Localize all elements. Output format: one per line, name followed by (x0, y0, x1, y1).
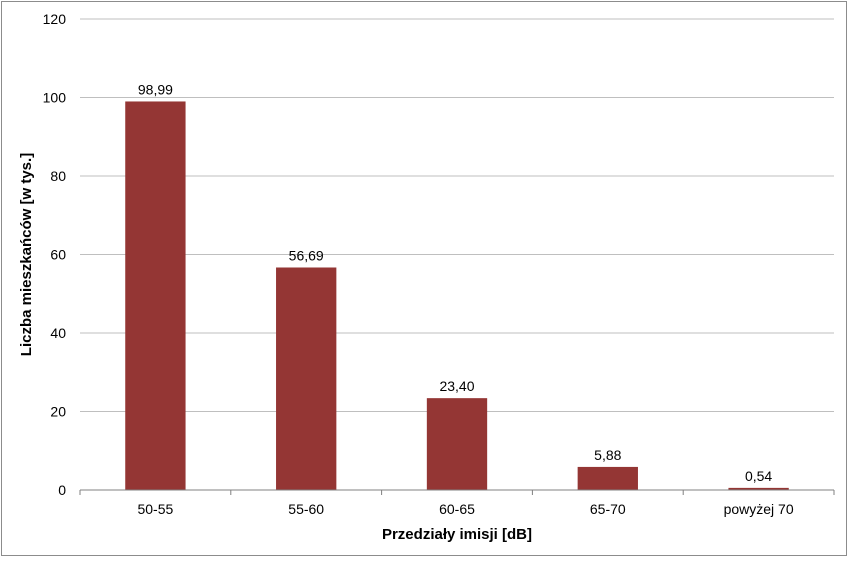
data-label: 0,54 (745, 468, 772, 484)
y-tick-label: 80 (50, 168, 66, 184)
x-tick-label: powyżej 70 (724, 501, 794, 517)
bar (276, 267, 337, 490)
y-tick-label: 20 (50, 404, 66, 420)
y-tick-labels: 0 20 40 60 80 100 120 (43, 11, 67, 498)
y-tick-label: 0 (58, 482, 66, 498)
data-label: 5,88 (594, 447, 621, 463)
x-tick-label: 60-65 (439, 501, 475, 517)
bar (577, 466, 638, 490)
x-tick-label: 50-55 (137, 501, 173, 517)
y-tick-label: 100 (43, 90, 67, 106)
x-tick-label: 65-70 (590, 501, 626, 517)
x-tick-labels: 50-55 55-60 60-65 65-70 powyżej 70 (79, 490, 835, 517)
y-axis-title: Liczba mieszkańców [w tys.] (18, 153, 35, 356)
data-labels: 98,99 56,69 23,40 5,88 0,54 (138, 81, 773, 483)
bar (728, 487, 789, 490)
data-label: 56,69 (289, 247, 324, 263)
bar (426, 398, 488, 490)
y-tick-label: 60 (50, 247, 66, 263)
y-tick-label: 120 (43, 11, 67, 27)
x-tick-label: 55-60 (288, 501, 324, 517)
bar (125, 101, 186, 491)
x-axis-title: Przedziały imisji [dB] (382, 526, 532, 543)
data-label: 98,99 (138, 81, 173, 97)
y-tick-label: 40 (50, 325, 66, 341)
bars (125, 101, 789, 491)
data-label: 23,40 (439, 378, 474, 394)
gridlines (80, 18, 834, 412)
